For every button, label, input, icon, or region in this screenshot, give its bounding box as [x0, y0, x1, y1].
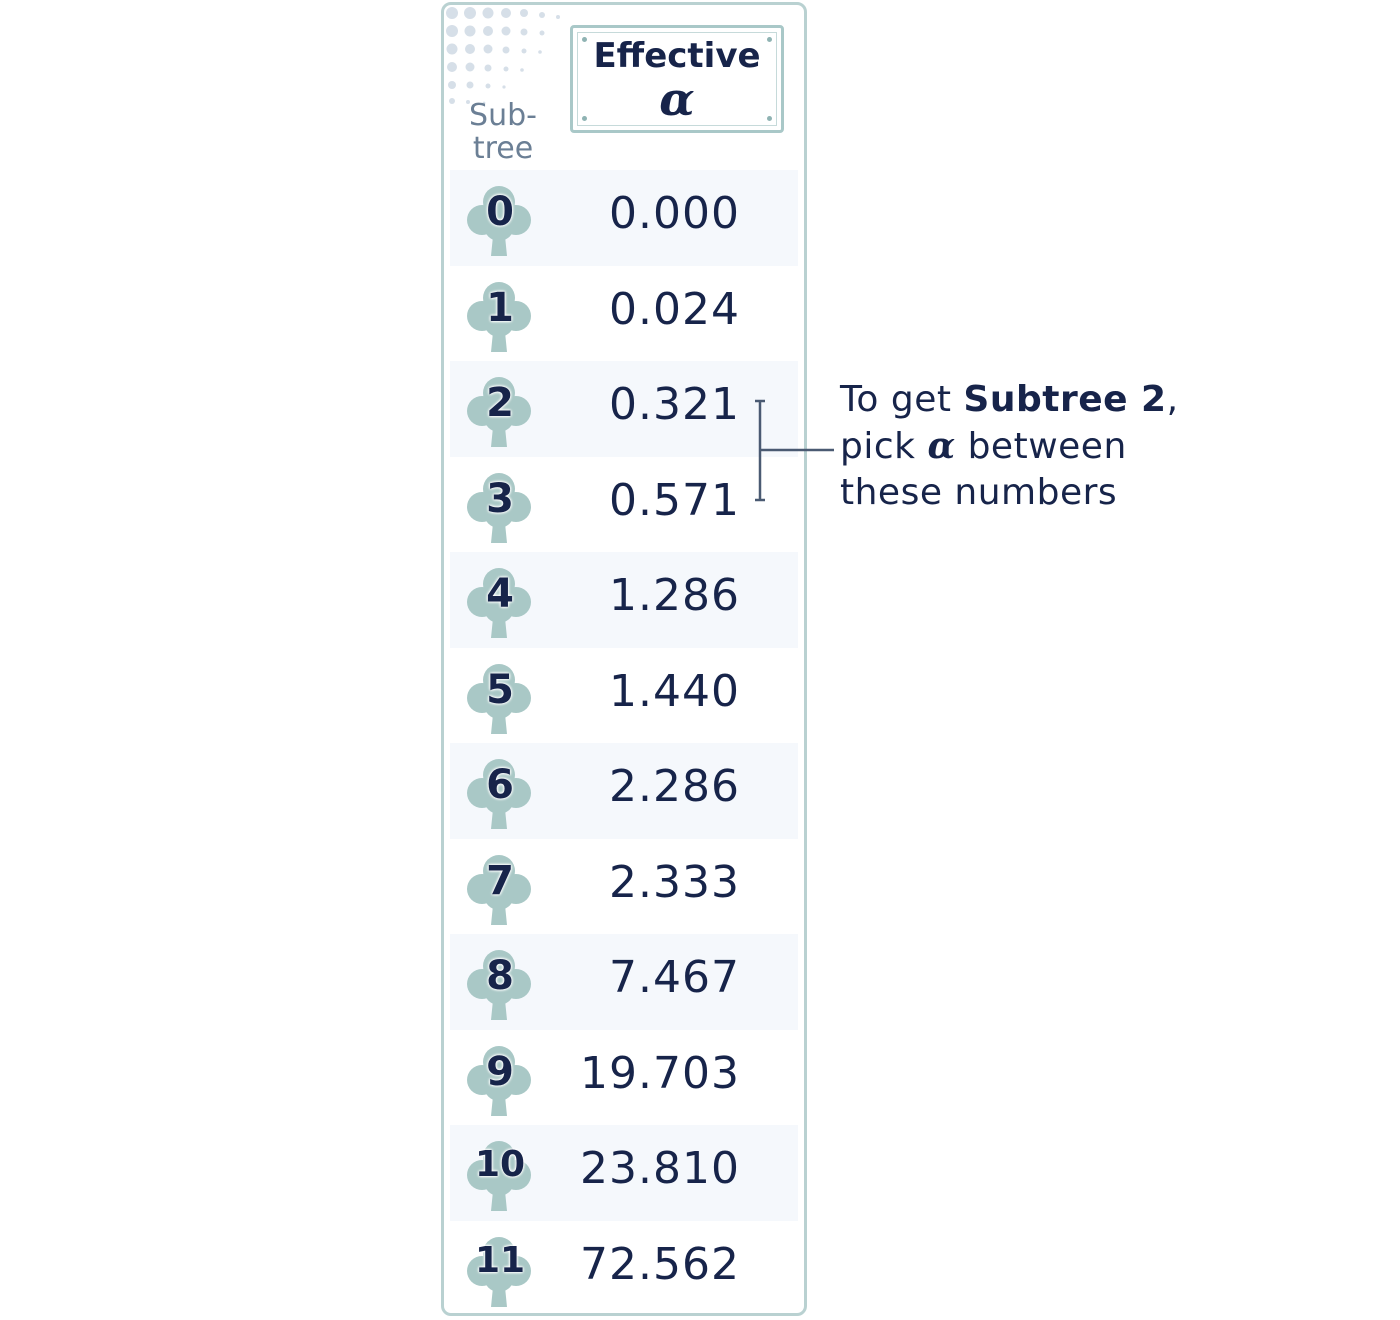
- tree-icon: [464, 1135, 534, 1213]
- tree-icon: [464, 753, 534, 831]
- subtree-number: 6: [486, 762, 514, 808]
- subtree-number: 1: [486, 284, 514, 331]
- range-annotation: To get Subtree 2, pick α between these n…: [840, 377, 1260, 516]
- subtree-row: 6 2.286: [450, 743, 798, 839]
- effective-alpha-value: 1.440: [609, 665, 740, 717]
- tree-icon: [464, 1231, 534, 1309]
- subtree-label-line1: Sub-: [469, 98, 537, 133]
- subtree-row: 11 72.562: [450, 1221, 798, 1314]
- header-corner-dot: [582, 116, 587, 121]
- effective-alpha-value: 1.286: [609, 570, 740, 621]
- annotation-subtree-name: Subtree 2: [963, 379, 1167, 420]
- annotation-line1-prefix: To get: [840, 379, 964, 420]
- subtree-number: 8: [486, 953, 514, 999]
- subtree-number: 7: [486, 857, 514, 904]
- tree-icon: [464, 1040, 534, 1118]
- effective-alpha-value: 0.000: [609, 188, 740, 239]
- effective-alpha-value: 2.333: [609, 856, 740, 908]
- subtree-number: 10: [474, 1144, 526, 1185]
- subtree-row: 2 0.321: [450, 361, 798, 457]
- header-corner-dot: [582, 37, 587, 42]
- subtree-row: 5 1.440: [450, 648, 798, 744]
- subtree-number: 11: [474, 1239, 526, 1281]
- effective-alpha-value: 2.286: [609, 761, 740, 812]
- range-bracket: [755, 399, 834, 502]
- tree-icon: [464, 944, 534, 1022]
- subtree-column-label: Sub- tree: [458, 99, 548, 165]
- annotation-line3: these numbers: [840, 472, 1118, 513]
- tree-icon: [464, 562, 534, 640]
- annotation-line1: To get Subtree 2,: [840, 377, 1260, 423]
- effective-alpha-value: 72.562: [580, 1238, 740, 1290]
- subtree-label-line2: tree: [472, 131, 534, 166]
- annotation-line2-suffix: between: [955, 426, 1127, 467]
- effective-alpha-value: 0.321: [609, 379, 740, 430]
- tree-icon: [464, 180, 534, 258]
- effective-alpha-value: 7.467: [609, 952, 740, 1003]
- tree-icon: [464, 658, 534, 736]
- tree-icon: [464, 467, 534, 545]
- subtree-number: 4: [486, 571, 514, 617]
- effective-alpha-value: 0.024: [609, 283, 740, 335]
- subtree-number: 3: [486, 475, 514, 522]
- dot-pattern-decoration: [446, 7, 560, 105]
- alpha-table-panel: Sub- tree Effective α 0 0.000 1 0.024 2 0.321…: [441, 2, 807, 1316]
- subtree-row: 9 19.703: [450, 1030, 798, 1126]
- annotation-line2: pick α between: [840, 423, 1260, 470]
- subtree-rows: 0 0.000 1 0.024 2 0.321 3 0.571 4 1.286 5 1.440 6 2.2…: [450, 170, 798, 1314]
- annotation-line2-prefix: pick: [840, 426, 928, 467]
- subtree-number: 2: [486, 380, 514, 426]
- subtree-row: 1 0.024: [450, 266, 798, 362]
- subtree-number: 5: [486, 666, 514, 713]
- header-corner-dot: [767, 116, 772, 121]
- header-alpha-symbol: α: [659, 72, 695, 126]
- subtree-row: 0 0.000: [450, 170, 798, 266]
- annotation-alpha-symbol: α: [927, 425, 956, 467]
- subtree-row: 8 7.467: [450, 934, 798, 1030]
- header-corner-dot: [767, 37, 772, 42]
- effective-alpha-value: 0.571: [609, 474, 740, 526]
- header-title: Effective: [593, 36, 761, 76]
- tree-icon: [464, 276, 534, 354]
- subtree-row: 3 0.571: [450, 457, 798, 553]
- effective-alpha-value: 23.810: [580, 1143, 740, 1194]
- subtree-row: 4 1.286: [450, 552, 798, 648]
- tree-icon: [464, 371, 534, 449]
- subtree-number: 0: [486, 189, 514, 235]
- header-inner-frame: [577, 32, 777, 126]
- subtree-row: 10 23.810: [450, 1125, 798, 1221]
- effective-alpha-header: Effective α: [570, 25, 784, 133]
- subtree-row: 7 2.333: [450, 839, 798, 935]
- annotation-line1-suffix: ,: [1166, 379, 1179, 420]
- effective-alpha-value: 19.703: [580, 1047, 740, 1099]
- subtree-number: 9: [486, 1048, 514, 1095]
- tree-icon: [464, 849, 534, 927]
